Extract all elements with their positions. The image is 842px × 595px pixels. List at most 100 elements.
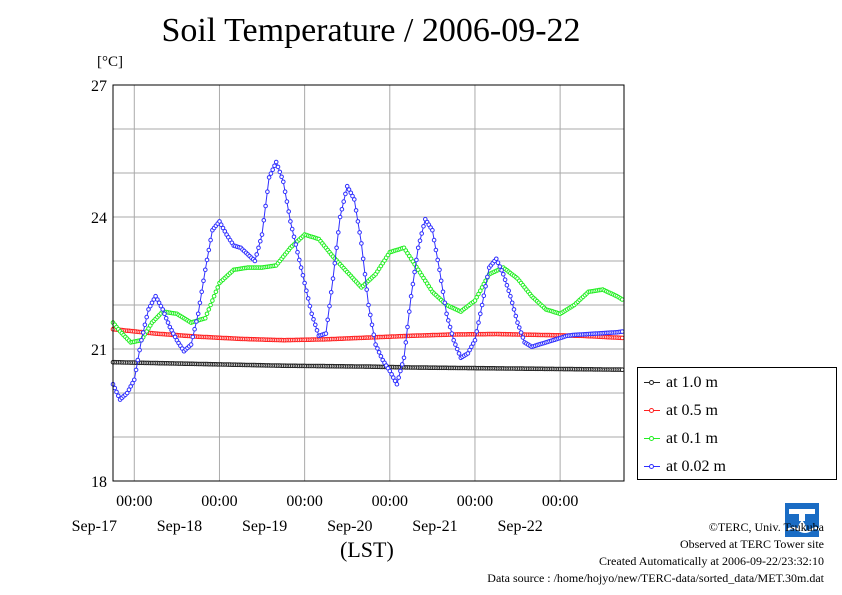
data-point [263, 203, 268, 209]
data-point [352, 197, 357, 202]
data-point [405, 324, 410, 330]
data-point [266, 175, 272, 180]
data-point [430, 227, 435, 233]
data-point [252, 258, 258, 264]
data-point [139, 337, 144, 343]
data-point [520, 335, 526, 340]
grid-lines [113, 85, 624, 481]
data-point [284, 199, 290, 204]
data-point [163, 315, 169, 321]
data-point [399, 362, 405, 367]
data-point [511, 307, 517, 312]
data-point [472, 337, 478, 343]
data-point [309, 311, 315, 317]
data-point [300, 273, 306, 278]
data-point [362, 271, 368, 277]
data-point [295, 249, 300, 255]
data-point [289, 226, 295, 232]
data-point [258, 238, 263, 244]
data-point [355, 219, 361, 224]
data-point [421, 224, 426, 229]
data-point [469, 344, 474, 350]
data-point [478, 311, 483, 317]
data-point [440, 289, 446, 295]
data-point [305, 296, 311, 301]
data-point [442, 300, 448, 306]
terc-logo [785, 503, 820, 537]
credits-block: ©TERC, Univ. Tsukuba Observed at TERC To… [487, 519, 824, 587]
data-point [403, 340, 409, 345]
data-point [476, 320, 481, 325]
data-point [137, 347, 142, 353]
data-point [130, 380, 135, 386]
legend-label: at 0.1 m [666, 430, 718, 447]
data-point [515, 320, 520, 325]
data-point [431, 237, 437, 243]
data-point [366, 302, 371, 308]
data-point [359, 241, 364, 246]
data-point [171, 331, 176, 336]
data-point [281, 179, 286, 185]
data-point [501, 271, 506, 277]
data-point [160, 307, 165, 312]
data-point [508, 293, 513, 299]
data-point [268, 171, 274, 176]
x-tick-date-label: Sep-17 [72, 518, 117, 535]
data-point [479, 302, 485, 308]
data-point [162, 311, 167, 317]
data-point [142, 322, 148, 328]
legend: at 1.0 m at 0.5 m at 0.1 m at 0.02 m [637, 367, 837, 480]
data-point [286, 209, 292, 214]
chart-series [110, 159, 625, 402]
data-point [394, 381, 400, 387]
data-point [206, 247, 212, 253]
legend-symbol [644, 433, 660, 445]
data-point [410, 281, 416, 287]
data-point [474, 329, 480, 334]
data-point [337, 214, 343, 220]
data-point [449, 331, 455, 336]
data-point [481, 293, 487, 299]
x-tick-date-label: Sep-18 [157, 518, 202, 535]
data-point [502, 277, 508, 283]
data-point [314, 328, 320, 333]
data-point [218, 222, 224, 227]
data-point [435, 257, 441, 263]
chart-title: Soil Temperature / 2006-09-22 [161, 12, 581, 49]
data-point [135, 357, 141, 363]
data-point [495, 260, 501, 266]
data-point [336, 230, 341, 235]
x-tick-time-label: 00:00 [457, 493, 493, 510]
data-point [407, 309, 412, 314]
data-point [417, 238, 423, 243]
data-point [470, 341, 476, 346]
data-point [146, 307, 151, 312]
x-axis-label: (LST) [340, 537, 394, 562]
data-point [332, 260, 338, 266]
data-point [391, 375, 396, 380]
data-point [447, 324, 453, 330]
data-point [323, 331, 329, 336]
data-point [376, 350, 382, 355]
data-point [334, 245, 339, 251]
data-point [456, 351, 462, 356]
data-point [210, 298, 215, 303]
data-point [208, 302, 213, 308]
data-point [297, 257, 302, 263]
data-point [222, 229, 228, 234]
data-point [619, 329, 625, 334]
x-tick-time-label: 00:00 [372, 493, 408, 510]
data-point [140, 330, 146, 335]
data-point [378, 353, 384, 359]
data-point [298, 265, 304, 270]
data-point [277, 169, 283, 175]
data-point [341, 199, 347, 204]
observed-text: Observed at TERC Tower site [679, 537, 824, 551]
y-tick-label: 21 [91, 342, 107, 359]
data-point [311, 317, 316, 322]
data-point [328, 290, 334, 295]
data-point [369, 322, 375, 328]
data-point [339, 207, 345, 212]
data-point [133, 367, 139, 373]
